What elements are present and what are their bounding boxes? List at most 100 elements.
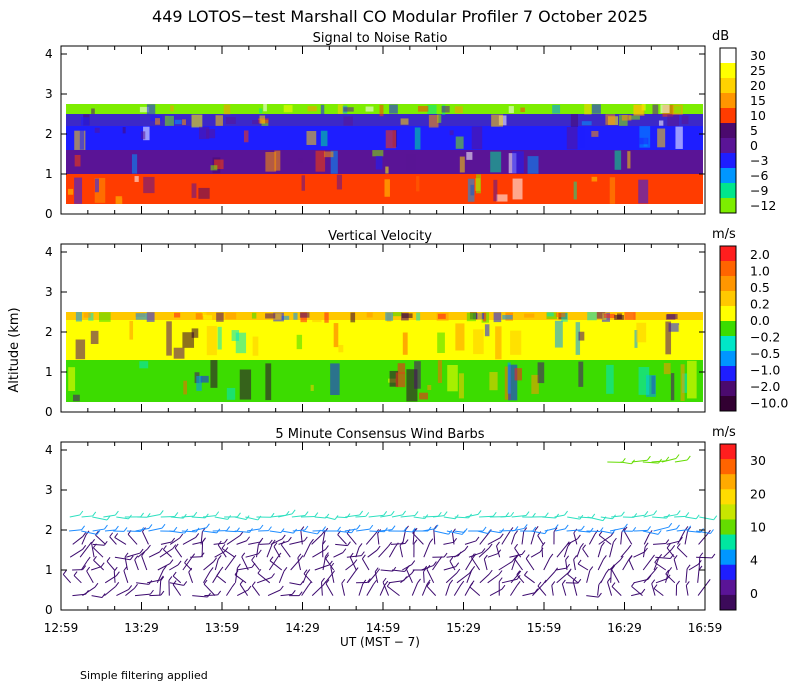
snr-cell [139,106,150,113]
wind-barb-flag [460,580,465,586]
snr-cell [493,179,498,202]
wind-barb-flag [471,566,476,571]
wind-barb [95,534,106,545]
wind-barb-flag [388,541,392,547]
wind-barb-flag [658,553,663,559]
wind-barb [80,560,88,571]
wind-barb-flag [94,582,99,588]
wind-barb-flag [619,555,624,561]
snr-colorbar-label: 25 [750,63,766,78]
wind-barb [406,569,413,584]
wind-panel: 5 Minute Consensus Wind Barbs m/s 0 1 2 3 4 30 2… [45,425,766,617]
wind-barb-flag [82,544,87,550]
wind-barb-flag [567,542,572,547]
snr-layer-1 [66,150,703,174]
vertical_velocity-cell [524,313,535,318]
wind-barb [665,573,676,584]
wind-barb-flag [234,570,239,575]
wind-barb [676,547,688,558]
wind-colorbar-label: 4 [750,553,758,568]
wind-barb [411,582,419,596]
wind-barb-flag [514,554,519,560]
wind-barb [477,530,488,534]
wind-barb-flag [219,566,224,572]
vertical_velocity-colorbar-label: 1.0 [750,263,770,278]
snr-cell [638,179,649,204]
wind-colorbar-segment [720,504,736,520]
wind-barb-flag [542,579,547,585]
wind-barb [69,548,83,558]
wind-barb [321,582,323,596]
wind-barb-flag [477,510,482,515]
wind-barb [620,532,623,545]
wind-barb-flag [369,524,374,530]
wind-barb [426,585,437,596]
wind-barb-flag [298,591,303,596]
vertical_velocity-colorbar-segment [720,336,736,352]
wind-barb [125,587,135,596]
snr-cell [265,152,277,172]
wind-barb [204,594,218,597]
vertical_velocity-title: Vertical Velocity [328,229,432,244]
wind-barb [159,580,162,596]
wind-barb [182,536,196,545]
wind-barb-flag [449,579,454,585]
wind-barb-flag [373,579,377,585]
wind-barb-flag [365,512,370,517]
wind-barb-flag [257,549,262,555]
wind-barb [157,563,171,571]
wind-barb-flag [573,528,578,534]
snr-layer-3 [66,114,703,126]
snr-colorbar-label: 15 [750,93,766,108]
wind-barb [576,547,581,558]
wind-colorbar-segment [720,459,736,475]
wind-barb-flag [514,543,518,549]
wind-barb-flag [713,515,718,521]
wind-barb-flag [128,585,133,590]
wind-barb [355,547,360,558]
wind-barb [365,533,377,545]
snr-cell [174,119,182,125]
snr-cell [552,104,561,114]
wind-barb-flag [472,553,477,559]
snr-cell [441,105,450,113]
vertical_velocity-cell [546,312,554,317]
wind-barb-flag [676,510,681,515]
wind-barb-flag [565,555,570,561]
wind-barb-flag [347,541,351,546]
wind-barb [554,514,565,518]
wind-barb [82,586,96,597]
wind-barb [524,574,535,584]
snr-cell [570,114,579,127]
wind-barb [454,530,465,533]
wind-barb [422,528,436,532]
snr-cell [214,159,224,170]
wind-barb-flag [129,555,134,561]
vertical_velocity-cell [663,363,671,375]
vertical_velocity-cell [299,312,310,318]
wind-barb-flag [488,569,493,575]
wind-barb [498,561,513,571]
wind-barb-flag [628,555,633,561]
vertical_velocity-y-tick-label: 3 [45,285,53,299]
wind-barb-flag [291,590,296,595]
wind-barb [631,514,645,518]
wind-barb-flag [217,555,222,560]
wind-barb-flag [308,581,312,586]
wind-barb-flag [534,526,539,531]
wind-colorbar-segment [720,474,736,490]
vertical_velocity-cell [406,369,418,402]
snr-cell [455,136,464,149]
wind-barb [573,532,578,545]
wind-barb [251,585,260,596]
snr-cell [520,107,525,113]
wind-colorbar-label: 0 [750,586,758,601]
wind-barb [611,586,622,596]
snr-title: Signal to Noise Ratio [313,31,448,46]
snr-cell [91,108,95,114]
wind-barb-flag [456,568,461,574]
wind-barb [551,585,554,596]
wind-barb-flag [602,555,607,560]
vertical_velocity-layer-1 [66,320,703,360]
wind-barb [92,516,108,521]
